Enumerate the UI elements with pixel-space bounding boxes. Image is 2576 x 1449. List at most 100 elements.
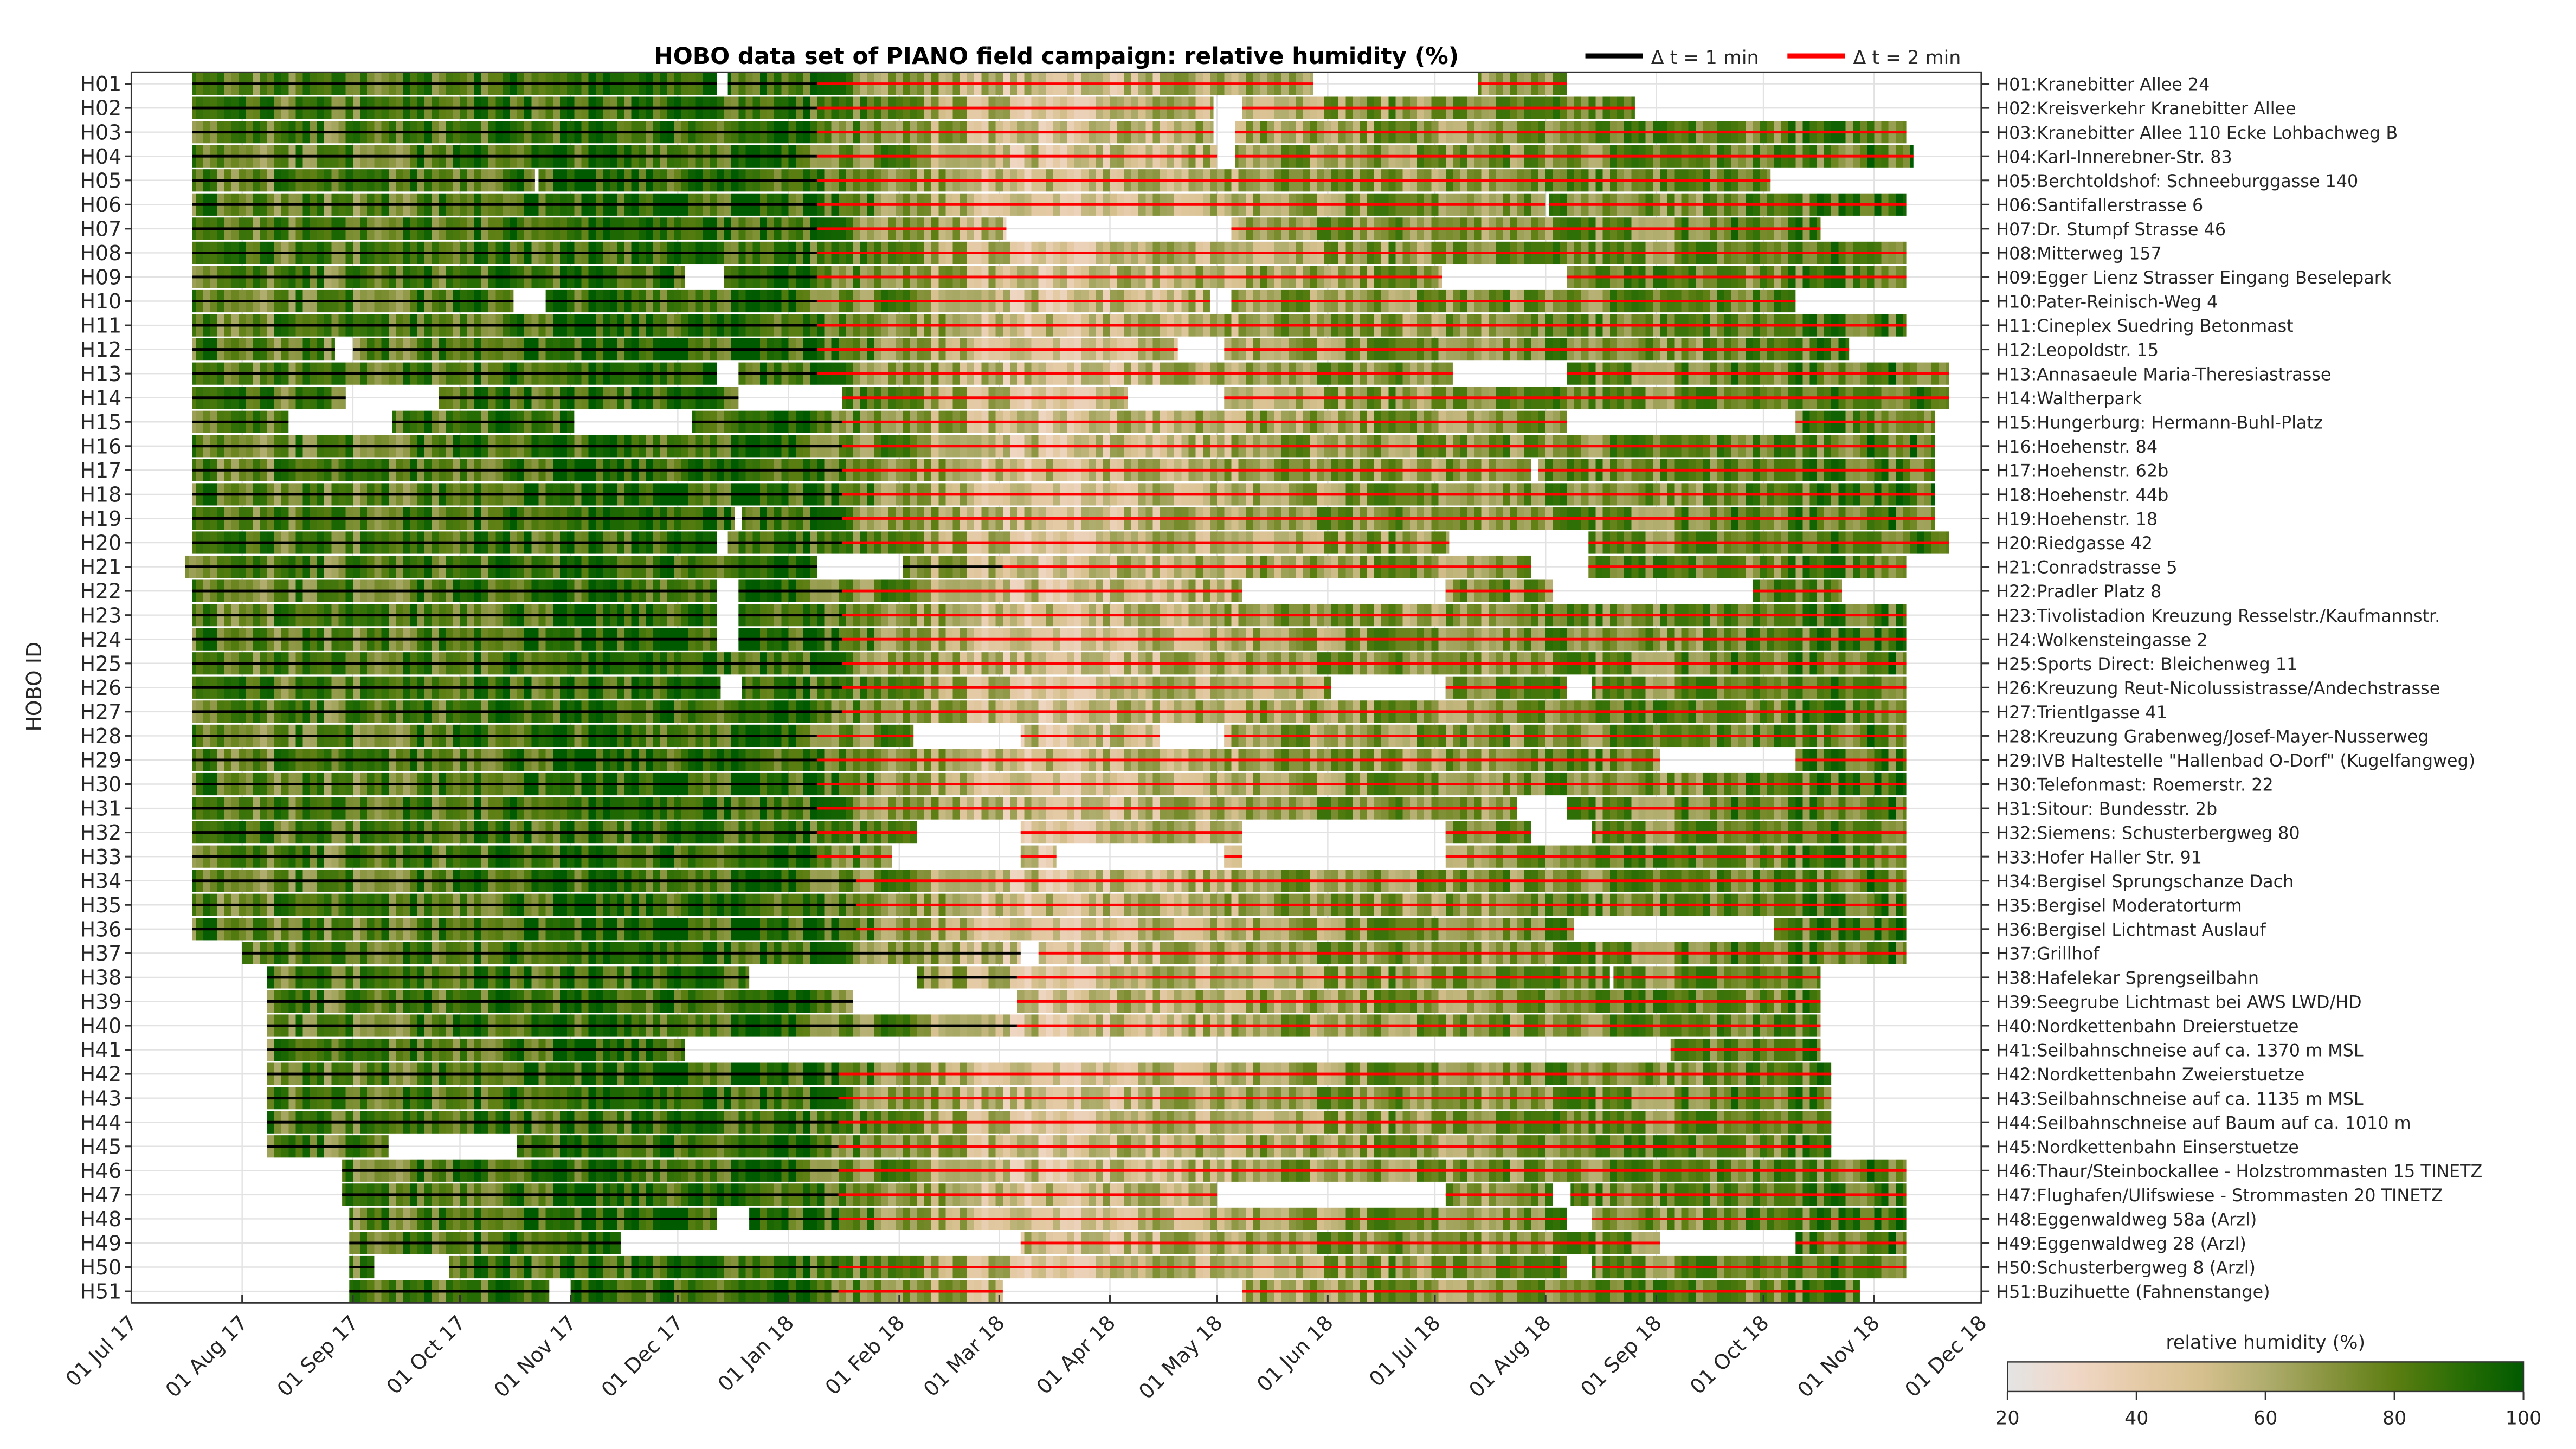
y-tick-label: H25 [80,652,122,675]
x-tick-label: 01 Dec 18 [1900,1311,1991,1402]
station-label: H40:Nordkettenbahn Dreierstuetze [1996,1016,2298,1036]
station-row-H30 [192,772,1907,796]
y-tick-label: H48 [80,1207,122,1231]
y-tick-label: H49 [80,1232,122,1255]
station-row-H01 [192,72,1567,95]
station-row-H36 [192,918,1907,941]
y-tick-label: H32 [80,821,122,845]
station-row-H45 [267,1135,1832,1158]
station-label: H05:Berchtoldshof: Schneeburggasse 140 [1996,171,2358,191]
y-axis-label: HOBO ID [22,642,46,732]
y-tick-label: H13 [80,362,122,386]
station-row-H42 [267,1062,1832,1085]
y-tick-label: H09 [80,266,122,289]
station-row-H04 [192,145,1914,168]
station-row-H22 [192,579,1842,602]
station-label: H37:Grillhof [1996,943,2100,964]
station-label: H13:Annasaeule Maria-Theresiastrasse [1996,364,2331,384]
station-row-H24 [192,628,1907,651]
y-tick-label: H15 [80,410,122,434]
station-row-H32 [192,821,1907,844]
station-row-H34 [192,870,1907,892]
station-row-H15 [192,410,1935,433]
colorbar: relative humidity (%) 20 40 60 80 100 [1995,1332,2541,1429]
station-row-H46 [342,1159,1907,1182]
station-row-H28 [192,724,1907,748]
station-label: H36:Bergisel Lichtmast Auslauf [1996,919,2266,940]
y-tick-label: H50 [80,1255,122,1279]
y-tick-label: H14 [80,386,122,410]
station-row-H07 [192,217,1821,240]
station-row-H18 [192,483,1935,506]
station-label: H35:Bergisel Moderatorturm [1996,895,2242,916]
y-tick-label: H51 [80,1280,122,1304]
station-row-H14 [192,387,1949,409]
x-tick-label: 01 Jun 18 [1252,1311,1338,1396]
station-row-H08 [192,241,1907,265]
station-label: H03:Kranebitter Allee 110 Ecke Lohbachwe… [1996,123,2398,143]
station-label: H15:Hungerburg: Hermann-Buhl-Platz [1996,412,2322,433]
station-row-H10 [192,289,1796,313]
station-label: H29:IVB Haltestelle "Hallenbad O-Dorf" (… [1996,750,2475,771]
legend-label-1min: Δ t = 1 min [1651,47,1759,69]
station-row-H17 [192,459,1935,481]
x-tick-label: 01 May 18 [1134,1311,1227,1404]
y-tick-label: H06 [80,193,122,217]
y-tick-label: H10 [80,289,122,313]
station-label: H51:Buzihuette (Fahnenstange) [1996,1281,2270,1302]
station-label: H30:Telefonmast: Roemerstr. 22 [1996,775,2274,795]
station-label: H22:Pradler Platz 8 [1996,581,2161,602]
x-tick-label: 01 Sep 18 [1576,1311,1666,1401]
y-tick-label: H16 [80,434,122,458]
y-tick-label: H21 [80,555,122,579]
y-tick-label: H24 [80,628,122,652]
station-label: H19:Hoehenstr. 18 [1996,509,2158,530]
colorbar-tick-label: 100 [2506,1408,2542,1429]
station-row-H31 [192,797,1907,820]
station-row-H41 [267,1038,1821,1061]
station-label: H02:Kreisverkehr Kranebitter Allee [1996,98,2296,119]
station-row-H20 [192,531,1949,554]
y-tick-label: H05 [80,169,122,192]
station-row-H16 [192,435,1935,458]
station-label: H39:Seegrube Lichtmast bei AWS LWD/HD [1996,992,2362,1013]
y-axis: H01 H01:Kranebitter Allee 24 H02 H02:Kreisv… [80,72,2483,1304]
station-row-H35 [192,893,1907,916]
station-label: H25:Sports Direct: Bleichenweg 11 [1996,654,2297,674]
station-label: H41:Seilbahnschneise auf ca. 1370 m MSL [1996,1040,2364,1061]
station-label: H27:Trientlgasse 41 [1996,702,2167,723]
y-tick-label: H07 [80,217,122,241]
x-tick-label: 01 Sep 17 [273,1311,363,1401]
station-label: H06:Santifallerstrasse 6 [1996,195,2203,215]
station-label: H16:Hoehenstr. 84 [1996,436,2158,457]
y-tick-label: H34 [80,869,122,893]
legend-label-2min: Δ t = 2 min [1853,47,1961,69]
station-row-H49 [349,1232,1907,1254]
station-row-H13 [192,362,1949,385]
y-tick-label: H36 [80,917,122,941]
x-tick-label: 01 Aug 18 [1464,1311,1556,1402]
station-row-H19 [192,507,1935,530]
y-tick-label: H44 [80,1111,122,1135]
y-tick-label: H35 [80,893,122,917]
station-row-H12 [192,338,1850,361]
station-label: H45:Nordkettenbahn Einserstuetze [1996,1137,2299,1157]
y-tick-label: H39 [80,990,122,1014]
y-tick-label: H31 [80,797,122,821]
colorbar-label: relative humidity (%) [2166,1332,2365,1354]
y-tick-label: H47 [80,1183,122,1207]
colorbar-gradient [2007,1361,2525,1393]
station-label: H50:Schusterbergweg 8 (Arzl) [1996,1258,2256,1278]
y-tick-label: H17 [80,459,122,482]
station-row-H29 [192,749,1907,771]
y-tick-label: H08 [80,241,122,265]
y-tick-label: H38 [80,966,122,990]
station-row-H05 [192,169,1771,192]
station-row-H51 [349,1280,1860,1303]
station-label: H38:Hafelekar Sprengseilbahn [1996,968,2259,988]
station-row-H02 [192,96,1635,119]
y-tick-label: H29 [80,749,122,772]
y-tick-label: H04 [80,145,122,169]
station-label: H34:Bergisel Sprungschanze Dach [1996,871,2294,892]
station-label: H49:Eggenwaldweg 28 (Arzl) [1996,1233,2246,1254]
